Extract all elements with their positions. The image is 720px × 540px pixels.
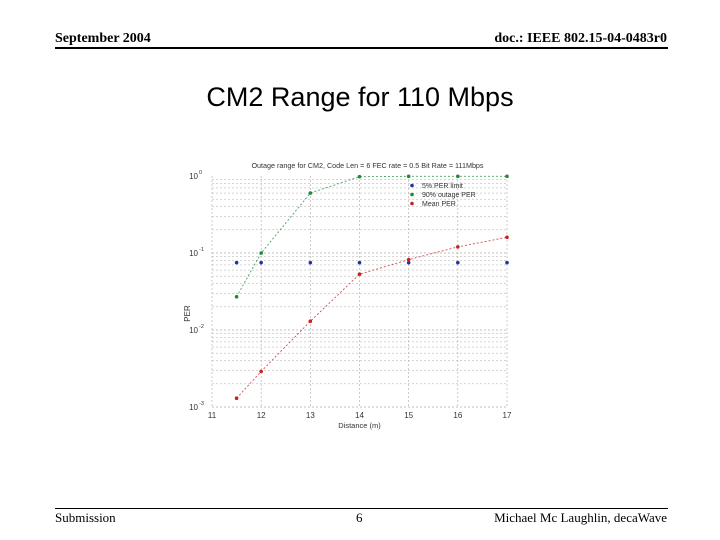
data-point-2 [259, 369, 263, 374]
data-point-1 [308, 191, 313, 195]
x-tick-label: 13 [306, 411, 315, 420]
data-point-0 [234, 260, 239, 265]
data-point-0 [456, 260, 460, 265]
y-tick-label: 10 [189, 172, 198, 181]
data-point-0 [357, 260, 362, 265]
slide-title: CM2 Range for 110 Mbps [206, 82, 514, 112]
y-axis-label: PER [183, 305, 192, 322]
x-tick-label: 17 [503, 411, 512, 420]
data-point-2 [406, 257, 411, 262]
header-doc-id: doc.: IEEE 802.15-04-0483r0 [494, 31, 667, 46]
data-point-2 [308, 319, 313, 324]
legend-marker [410, 183, 414, 188]
y-tick-label: 10 [189, 326, 198, 335]
legend-label: 90% outage PER [422, 192, 476, 199]
footer-author: Michael Mc Laughlin, decaWave [494, 510, 667, 525]
y-tick-exponent: -1 [199, 247, 204, 253]
y-tick-exponent: -3 [199, 401, 204, 407]
data-point-1 [259, 251, 263, 255]
data-point-2 [357, 272, 362, 277]
header-rule [55, 47, 668, 49]
y-tick-exponent: -2 [199, 324, 204, 330]
data-point-0 [505, 260, 509, 265]
y-tick-label: 10 [189, 403, 198, 412]
x-tick-label: 14 [355, 411, 364, 420]
header-date: September 2004 [55, 31, 151, 46]
chart-title: Outage range for CM2, Code Len = 6 FEC r… [251, 161, 483, 170]
data-point-1 [456, 174, 460, 179]
footer-submission: Submission [55, 510, 116, 525]
x-axis-label: Distance (m) [338, 421, 381, 430]
legend-label: 5% PER limit [422, 183, 463, 190]
x-tick-label: 12 [257, 411, 266, 420]
legend-marker [410, 192, 414, 197]
data-point-0 [259, 260, 263, 265]
y-tick-label: 10 [189, 249, 198, 258]
data-point-0 [406, 260, 411, 265]
data-point-2 [505, 235, 509, 240]
data-point-2 [456, 245, 460, 249]
data-point-1 [234, 294, 239, 299]
y-tick-exponent: 0 [199, 170, 202, 176]
legend-label: Mean PER [422, 201, 456, 208]
legend-marker [410, 201, 414, 206]
data-point-2 [234, 396, 239, 401]
data-point-1 [357, 174, 362, 179]
x-tick-label: 16 [453, 411, 462, 420]
page-number: 6 [356, 510, 363, 525]
data-point-1 [406, 174, 411, 179]
series-line-2 [236, 236, 508, 399]
x-tick-label: 11 [208, 411, 217, 420]
data-point-0 [308, 260, 313, 265]
x-tick-label: 15 [404, 411, 413, 420]
footer-rule [55, 508, 668, 509]
data-point-1 [505, 174, 509, 179]
